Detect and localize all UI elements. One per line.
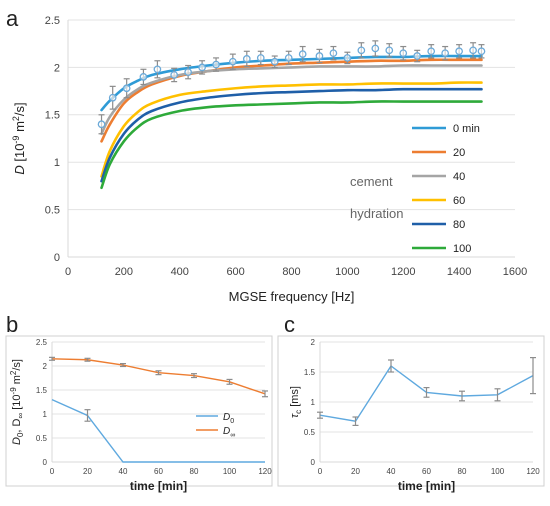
data-point [315, 52, 324, 60]
x-tick-label: 200 [115, 266, 133, 278]
y-tick-label: 2.5 [36, 338, 48, 347]
x-axis-label: time [min] [130, 479, 187, 493]
series-line-1 [51, 358, 266, 395]
legend-label: 60 [453, 195, 465, 207]
y-tick-label: 1 [43, 410, 48, 419]
data-point [469, 46, 477, 55]
data-point [343, 54, 352, 62]
legend-label: D0 [223, 412, 234, 425]
panel-label: a [6, 6, 19, 31]
data-point [399, 49, 408, 58]
x-tick-label: 120 [258, 467, 272, 476]
x-tick-label: 0 [50, 467, 55, 476]
x-tick-label: 40 [387, 467, 396, 476]
data-point [212, 60, 220, 69]
x-tick-label: 100 [223, 467, 237, 476]
x-tick-label: 100 [491, 467, 505, 476]
x-axis-label: time [min] [398, 479, 455, 493]
panel-c-frame [277, 335, 545, 487]
x-tick-label: 600 [226, 266, 244, 278]
x-tick-label: 800 [282, 266, 300, 278]
data-point [413, 52, 422, 60]
y-tick-label: 1.5 [36, 386, 48, 395]
data-point [184, 68, 192, 76]
data-point [228, 57, 237, 66]
y-tick-label: 2.5 [45, 15, 60, 27]
x-tick-label: 1600 [503, 266, 527, 278]
y-tick-label: 2 [43, 362, 48, 371]
series-line-0 [51, 398, 265, 463]
y-tick-label: 2 [54, 62, 60, 74]
y-tick-label: 0.5 [36, 434, 48, 443]
data-point [97, 120, 106, 129]
data-point [170, 71, 179, 79]
x-tick-label: 0 [318, 467, 323, 476]
y-tick-label: 1 [311, 398, 316, 407]
data-point [256, 54, 265, 62]
x-tick-label: 80 [458, 467, 467, 476]
x-tick-label: 20 [83, 467, 92, 476]
x-axis-label: MGSE frequency [Hz] [229, 289, 355, 304]
data-point [455, 47, 463, 56]
data-point [122, 84, 131, 93]
y-tick-label: 1.5 [304, 368, 316, 377]
x-tick-label: 40 [119, 467, 128, 476]
data-point [139, 73, 148, 81]
data-point [198, 63, 206, 72]
panel-label: c [284, 312, 295, 337]
data-point [371, 44, 380, 53]
data-point [153, 65, 162, 74]
y-tick-label: 1 [54, 157, 60, 169]
x-tick-label: 1200 [391, 266, 415, 278]
data-point [357, 46, 366, 55]
x-tick-label: 400 [171, 266, 189, 278]
y-axis-label: τc [ms] [289, 386, 303, 418]
annotation-hydration: hydration [350, 206, 403, 221]
series-line-0 [100, 54, 483, 112]
series-line-2 [100, 64, 483, 136]
series-line-3 [100, 81, 483, 178]
panel-label: b [6, 312, 18, 337]
x-tick-label: 60 [422, 467, 431, 476]
legend-label: 0 min [453, 123, 480, 135]
data-point [108, 93, 117, 102]
data-point [477, 47, 486, 56]
x-tick-label: 120 [526, 467, 540, 476]
legend-label: 20 [453, 147, 465, 159]
y-tick-label: 0 [311, 458, 316, 467]
y-tick-label: 0 [54, 252, 60, 264]
legend-label: 80 [453, 219, 465, 231]
data-point [298, 50, 307, 58]
x-tick-label: 80 [190, 467, 199, 476]
x-tick-label: 0 [65, 266, 71, 278]
legend-label: 100 [453, 243, 471, 255]
data-point [427, 47, 436, 56]
data-point [270, 57, 279, 66]
y-axis-label: D0, D∞ [10-9 m2/s] [9, 359, 25, 445]
data-point [242, 55, 251, 63]
data-point [284, 54, 293, 62]
data-point [385, 46, 394, 55]
x-tick-label: 60 [154, 467, 163, 476]
x-tick-label: 20 [351, 467, 360, 476]
series-line-5 [100, 100, 483, 190]
x-tick-label: 1000 [335, 266, 359, 278]
y-tick-label: 0 [43, 458, 48, 467]
annotation-cement: cement [350, 174, 393, 189]
legend-label: 40 [453, 171, 465, 183]
series-line-4 [100, 87, 483, 183]
y-tick-label: 0.5 [304, 428, 316, 437]
y-tick-label: 0.5 [45, 204, 60, 216]
data-point [441, 49, 450, 58]
y-tick-label: 1.5 [45, 110, 60, 122]
series-line-1 [100, 58, 483, 143]
legend-label: D∞ [223, 426, 235, 439]
panel-b-frame [5, 335, 273, 487]
y-tick-label: 2 [311, 338, 316, 347]
data-point [329, 49, 338, 58]
x-tick-label: 1400 [447, 266, 471, 278]
y-axis-label: D [10-9 m2/s] [11, 102, 27, 174]
